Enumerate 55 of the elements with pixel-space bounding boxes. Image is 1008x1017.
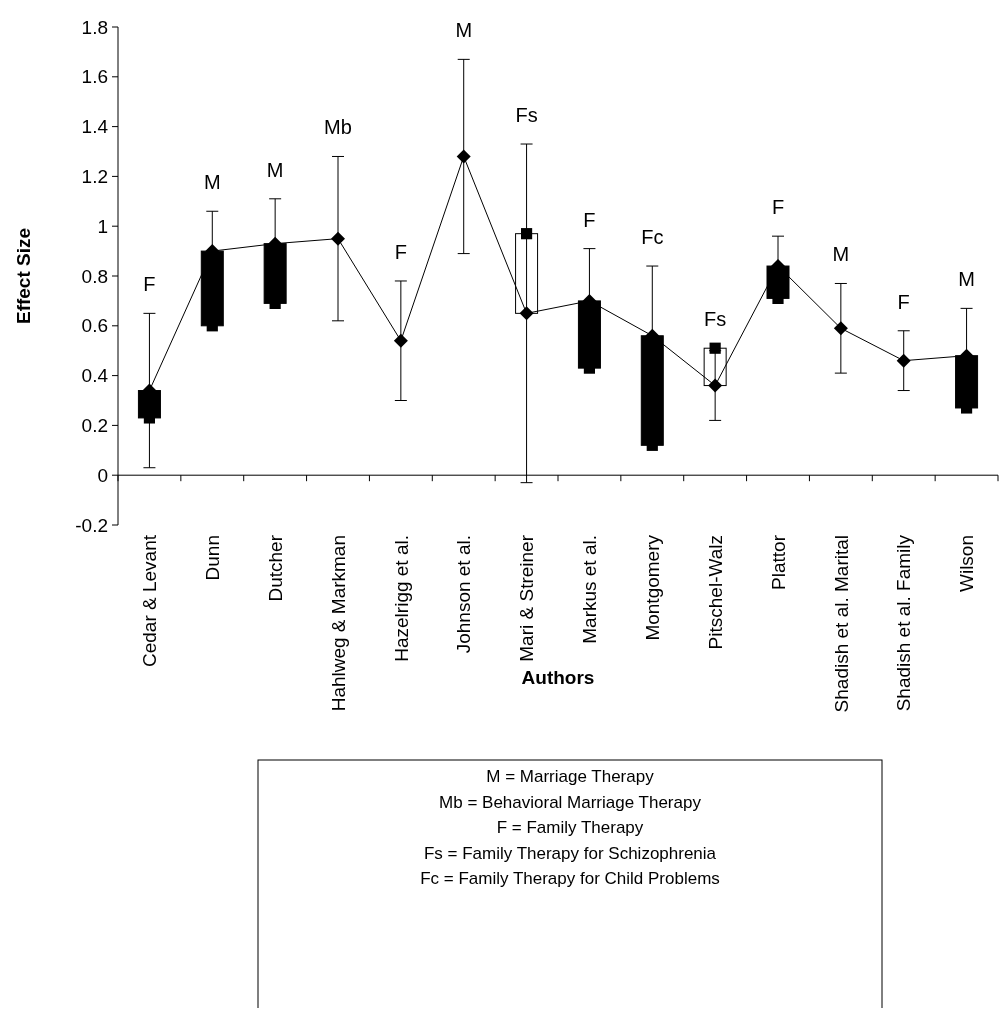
annotation: M xyxy=(455,19,473,42)
x-tick-label: Hahlweg & Markman xyxy=(327,535,349,712)
x-tick-label: Hazelrigg et al. xyxy=(390,535,412,662)
annotation: Mb xyxy=(324,116,352,139)
y-tick-label: 0.6 xyxy=(81,315,108,337)
y-tick-label: 1.6 xyxy=(81,66,108,88)
point xyxy=(833,321,848,336)
annotation: F xyxy=(771,196,785,219)
text: F = Family Therapy xyxy=(496,818,644,837)
annotation: F xyxy=(143,273,156,296)
point xyxy=(896,353,911,368)
x-tick-label: Mari & Streiner xyxy=(516,534,538,662)
y-tick-label: 1.2 xyxy=(81,166,108,188)
point xyxy=(456,149,471,164)
x-axis-title: Authors xyxy=(521,667,595,688)
point xyxy=(520,228,533,240)
point xyxy=(393,333,408,348)
x-tick-label: Cedar & Levant xyxy=(139,534,161,668)
x-tick-label: Pitschel-Walz xyxy=(704,535,726,650)
text: Mb = Behavioral Marriage Therapy xyxy=(439,792,702,812)
x-tick-label: Dunn xyxy=(201,535,223,581)
x-tick-label: Montgomery xyxy=(641,534,663,641)
text: Fs = Family Therapy for Schizophrenia xyxy=(423,843,717,863)
x-tick-label: Markus et al. xyxy=(579,535,601,644)
annotation: M xyxy=(203,171,221,194)
annotation: F xyxy=(394,240,407,263)
text: M = Marriage Therapy xyxy=(486,767,655,786)
y-tick-label: 0.8 xyxy=(81,265,108,287)
y-axis-title: Effect Size xyxy=(13,227,34,325)
annotation: M xyxy=(832,243,850,266)
annotation: F xyxy=(897,290,910,313)
y-tick-label: 1.8 xyxy=(81,16,108,38)
y-tick-label: 0.2 xyxy=(81,415,108,437)
x-tick-label: Shadish et al. Marital xyxy=(830,535,852,713)
point xyxy=(331,231,345,246)
annotation: F xyxy=(583,208,596,231)
point xyxy=(709,342,721,354)
y-tick-label: 1 xyxy=(97,215,108,237)
text: Fc = Family Therapy for Child Problems xyxy=(420,869,720,888)
y-tick-label: 0.4 xyxy=(81,365,109,387)
point xyxy=(519,306,534,321)
annotation: Fc xyxy=(641,226,664,249)
annotation: M xyxy=(266,158,284,181)
annotation: Fs xyxy=(515,104,538,127)
x-tick-label: Johnson et al. xyxy=(453,535,475,654)
point xyxy=(708,378,723,393)
x-tick-label: Dutcher xyxy=(264,534,286,602)
annotation: M xyxy=(958,268,975,291)
annotation: Fs xyxy=(704,308,727,331)
x-tick-label: Wilson xyxy=(956,535,978,593)
x-tick-label: Plattor xyxy=(767,534,789,590)
y-tick-label: 0 xyxy=(97,464,108,486)
x-tick-label: Shadish et al. Family xyxy=(893,534,915,712)
y-tick-label: 1.4 xyxy=(81,116,109,138)
y-tick-label: -0.2 xyxy=(75,514,108,536)
